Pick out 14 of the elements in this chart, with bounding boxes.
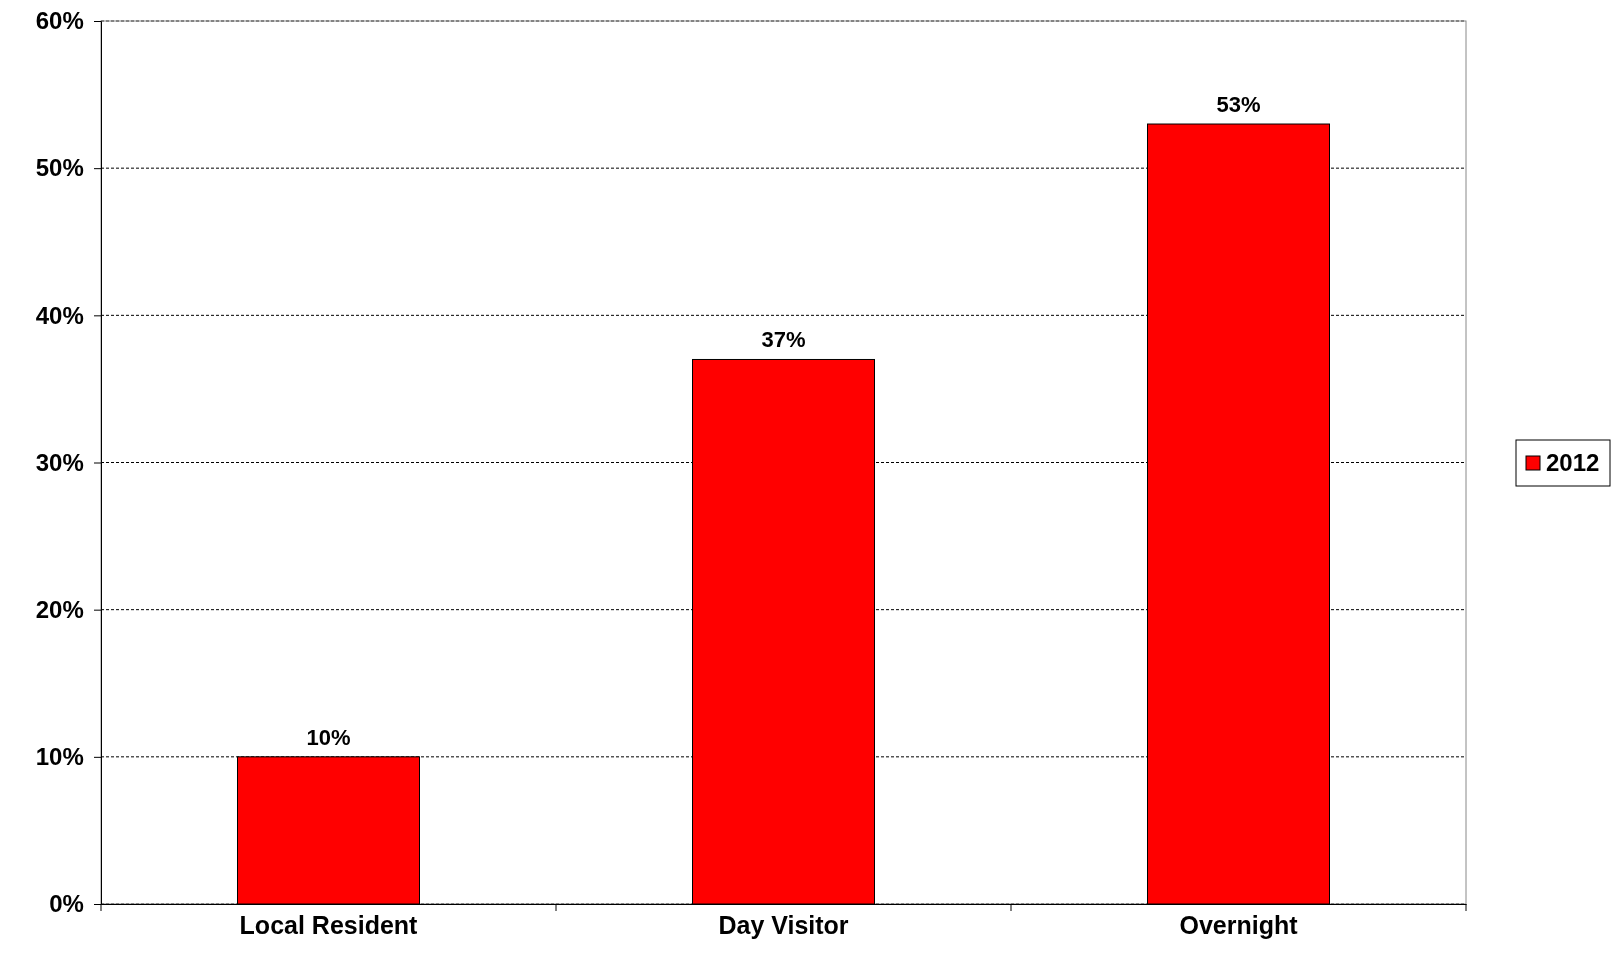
legend-label: 2012 (1546, 449, 1600, 476)
data-label: 53% (1216, 92, 1261, 118)
x-tick-label: Overnight (1179, 910, 1299, 939)
y-tick-label: 0% (49, 890, 84, 918)
y-tick-label: 60% (35, 7, 84, 35)
y-tick-label: 40% (35, 301, 84, 329)
y-tick-label: 20% (35, 595, 84, 623)
x-tick-label: Day Visitor (718, 910, 849, 939)
y-tick-label: 10% (35, 743, 84, 771)
y-tick-label: 30% (35, 448, 84, 476)
x-tick-label: Local Resident (239, 910, 419, 939)
data-label: 10% (306, 724, 351, 750)
data-label: 37% (761, 327, 806, 353)
y-tick-label: 50% (35, 154, 84, 182)
